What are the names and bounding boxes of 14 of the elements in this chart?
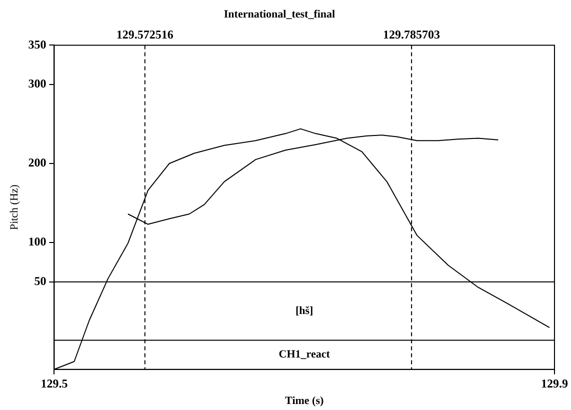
ref-line-label: 129.785703 bbox=[383, 27, 440, 42]
y-tick-label: 200 bbox=[28, 156, 46, 170]
y-tick-label: 350 bbox=[28, 37, 46, 52]
y-tick-label: 100 bbox=[28, 234, 46, 248]
x-axis-title: Time (s) bbox=[285, 395, 324, 408]
y-axis-title: Pitch (Hz) bbox=[8, 184, 20, 230]
chart-title: International_test_final bbox=[224, 8, 336, 20]
annotation: [hš] bbox=[295, 304, 314, 317]
y-tick-label: 300 bbox=[28, 76, 46, 91]
ref-line-label: 129.572516 bbox=[116, 27, 174, 42]
y-tick-label: 50 bbox=[34, 274, 46, 288]
x-tick-label: 129.9 bbox=[541, 376, 568, 391]
x-tick-label: 129.5 bbox=[40, 376, 68, 391]
annotation: CH1_react bbox=[278, 348, 330, 361]
